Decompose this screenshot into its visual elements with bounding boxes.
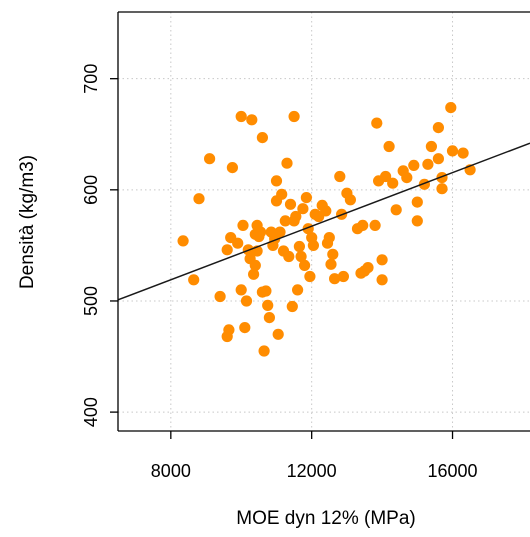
data-point [193,193,205,205]
data-point [239,322,251,334]
data-point [357,219,369,231]
data-point [270,175,283,187]
data-point [446,145,459,157]
data-point [401,172,413,184]
points-layer [177,102,476,357]
data-point [380,170,392,183]
x-axis-title: MOE dyn 12% (MPa) [236,508,416,529]
x-tick-label: 8000 [151,461,191,481]
data-point [214,290,226,303]
data-point [299,259,311,271]
data-point [304,270,316,283]
data-point [281,157,293,169]
data-point [286,300,298,313]
data-point [362,262,374,274]
grid-layer [118,12,530,431]
x-tick-label: 12000 [287,461,337,481]
data-point [272,328,284,340]
data-point [255,226,267,238]
data-point [177,235,189,247]
data-point [232,237,244,249]
data-point [422,158,434,170]
data-point [288,110,300,123]
data-point [295,250,307,263]
data-point [411,196,423,208]
data-point [323,232,335,244]
data-point [204,153,216,165]
data-point [221,244,233,256]
data-point [325,258,337,270]
data-point [226,162,238,174]
data-point [293,240,305,253]
data-point [329,273,341,285]
regression-line [117,142,530,301]
data-point [235,284,247,296]
x-axis: 8000 12000 16000 [151,431,478,481]
y-tick-label: 600 [81,175,101,205]
data-point [263,312,275,324]
data-point [425,140,437,153]
data-point [235,110,247,123]
data-point [276,188,288,200]
data-point [337,270,349,283]
data-point [411,215,423,227]
y-axis-title: Densità (kg/m3) [17,155,38,289]
data-point [248,268,260,280]
y-tick-label: 700 [81,64,101,94]
data-point [334,170,346,183]
data-point [376,274,388,286]
data-point [283,250,295,263]
data-point [240,295,253,307]
data-point [297,203,309,215]
data-point [300,192,312,204]
data-point [432,153,444,165]
data-point [279,215,291,227]
data-point [284,198,297,210]
data-point [344,194,356,206]
data-point [390,204,402,216]
data-point [371,117,383,129]
data-point [376,254,388,266]
data-point [223,324,235,336]
data-point [369,219,381,231]
y-tick-label: 500 [81,286,101,316]
data-point [292,284,304,296]
data-point [246,114,258,126]
data-point [290,210,302,223]
data-point [237,219,249,231]
data-point [256,132,268,144]
data-point [262,299,274,311]
regression-layer [117,142,530,301]
data-point [387,177,399,189]
x-tick-label: 16000 [427,461,477,481]
data-point [408,159,420,171]
data-point [274,226,286,238]
data-point [327,248,339,260]
data-point [436,183,448,195]
y-tick-label: 400 [81,397,101,427]
y-axis: 400 500 600 700 [81,64,118,427]
data-point [188,274,200,286]
data-point [445,102,457,114]
data-point [383,140,395,153]
data-point [307,239,319,251]
data-point [258,345,270,357]
data-point [320,205,332,217]
data-point [260,285,272,297]
data-point [432,122,444,134]
data-point [249,259,261,271]
data-point [457,147,469,159]
